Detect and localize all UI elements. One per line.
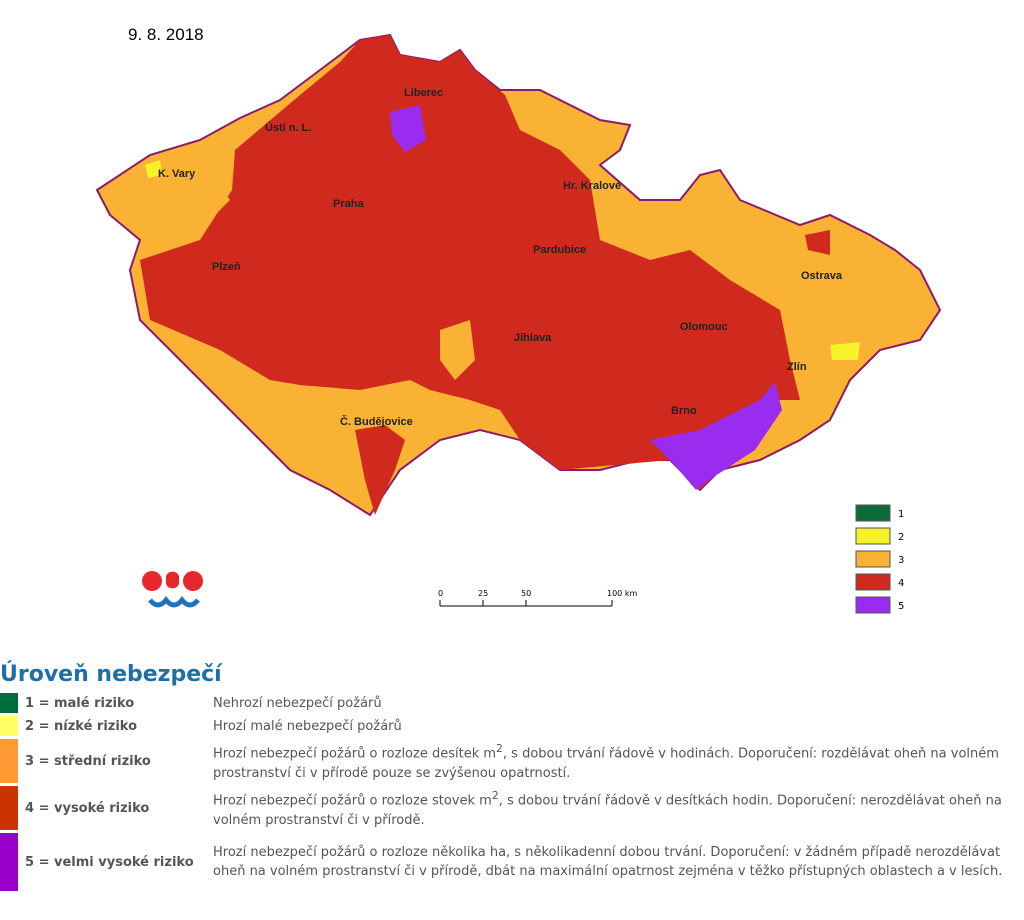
legend-swatch (855, 596, 891, 614)
description-part: Hrozí malé nebezpečí požárů (213, 718, 402, 734)
level-row: 2 = nízké riziko Hrozí malé nebezpečí pož… (0, 716, 1024, 736)
city-label: Ústí n. L. (265, 121, 311, 134)
level-description: Hrozí nebezpečí požárů o rozloze desítek… (213, 739, 1024, 782)
city-label: Brno (671, 405, 697, 417)
city-label: Ostrava (801, 270, 843, 282)
map-legend: 1 2 3 4 5 (855, 504, 904, 614)
level-name: 2 = nízké riziko (25, 718, 138, 734)
legend-swatch (855, 504, 891, 522)
legend-label: 4 (898, 578, 904, 589)
level-name: 5 = velmi vysoké riziko (25, 854, 194, 870)
logo (142, 571, 203, 608)
city-label: K. Vary (158, 168, 196, 180)
scale-label: 100 km (607, 589, 637, 598)
description-part: Hrozí nebezpečí požárů o rozloze stovek … (213, 793, 492, 809)
description-part: 2 (491, 789, 499, 803)
description-part: 2 (496, 742, 503, 756)
region-yellow (830, 342, 860, 360)
level-row: 4 = vysoké riziko Hrozí nebezpečí požárů … (0, 786, 1024, 830)
level-description: Nehrozí nebezpečí požárů (213, 694, 1024, 713)
legend-label: 2 (898, 532, 904, 543)
legend-label: 3 (898, 555, 904, 566)
legend-swatch (855, 573, 891, 591)
levels-rows: 1 = malé riziko Nehrozí nebezpečí požárů 2… (0, 693, 1024, 891)
city-label: Jihlava (514, 332, 552, 344)
city-label: Pardubice (533, 244, 586, 256)
region-red (140, 35, 800, 490)
level-swatch (0, 693, 18, 713)
description-part: Nehrozí nebezpečí požárů (213, 695, 382, 711)
legend-swatch (855, 550, 891, 568)
region-yellow (145, 160, 162, 178)
scale-label: 0 (438, 589, 443, 598)
legend-label: 5 (898, 601, 904, 612)
level-description: Hrozí nebezpečí požárů o rozloze několik… (213, 843, 1024, 881)
region-orange (440, 320, 475, 380)
city-label: Olomouc (680, 321, 728, 333)
description-part: Hrozí nebezpečí požárů o rozloze desítek… (213, 746, 497, 762)
scale-bar: 0 25 50 100 km (438, 589, 637, 607)
city-label: Plzeň (212, 261, 241, 273)
level-name: 1 = malé riziko (25, 695, 135, 711)
level-description: Hrozí nebezpečí požárů o rozloze stovek … (213, 786, 1024, 829)
description-part: , s dobou trvání řádově v desítkách hodi… (213, 793, 1002, 828)
level-swatch (0, 833, 18, 891)
city-label: Zlín (787, 361, 807, 373)
region-red (355, 425, 405, 515)
city-label: Č. Budějovice (340, 415, 413, 428)
city-label: Liberec (404, 87, 443, 99)
level-row: 5 = velmi vysoké riziko Hrozí nebezpečí p… (0, 833, 1024, 891)
scale-label: 25 (478, 589, 488, 598)
legend-swatch (855, 527, 891, 545)
level-name: 3 = střední riziko (25, 753, 151, 769)
level-description: Hrozí malé nebezpečí požárů (213, 717, 1024, 736)
region-purple (390, 105, 426, 152)
legend-label: 1 (898, 509, 904, 520)
region-purple (650, 382, 782, 490)
map: 9. 8. 2018 Liberec Ústí n. L. K. Vary Pr… (95, 25, 942, 614)
description-part: Hrozí nebezpečí požárů o rozloze několik… (213, 845, 1003, 879)
level-row: 3 = střední riziko Hrozí nebezpečí požárů… (0, 739, 1024, 783)
description-part: , s dobou trvání řádově v hodinách. Dopo… (213, 746, 999, 781)
level-swatch (0, 739, 18, 783)
region-orange (180, 180, 230, 215)
date: 9. 8. 2018 (128, 25, 204, 44)
levels-title: Úroveň nebezpečí (0, 662, 222, 687)
levels-table: Úroveň nebezpečí 1 = malé riziko Nehrozí … (0, 662, 1024, 894)
level-name: 4 = vysoké riziko (25, 800, 150, 816)
scale-label: 50 (521, 589, 531, 598)
region-red (805, 230, 830, 255)
level-row: 1 = malé riziko Nehrozí nebezpečí požárů (0, 693, 1024, 713)
level-swatch (0, 716, 18, 736)
city-label: Praha (333, 198, 364, 210)
level-swatch (0, 786, 18, 830)
city-label: Hr. Kralové (563, 180, 621, 192)
